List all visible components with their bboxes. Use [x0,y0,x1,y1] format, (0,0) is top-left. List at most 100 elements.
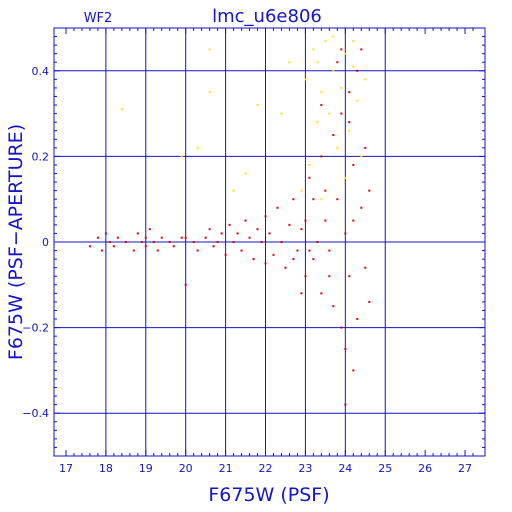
data-point [240,249,243,252]
data-point [160,236,163,239]
data-point [324,189,327,192]
data-point [196,146,199,149]
data-point [300,292,303,295]
x-tick-label: 25 [378,462,392,475]
data-point [328,112,331,115]
x-tick-label: 17 [59,462,73,475]
data-point [156,249,159,252]
x-tick-label: 24 [338,462,352,475]
data-point [320,104,323,107]
data-point [312,258,315,261]
data-point [328,275,331,278]
data-point [260,241,263,243]
data-point [132,249,135,252]
data-point [208,228,211,231]
data-point [288,223,291,226]
data-point [196,249,199,252]
data-point [256,104,259,107]
data-point [248,236,251,239]
data-point [308,249,311,252]
data-point [280,112,283,115]
data-point [236,232,239,235]
data-point [124,241,127,243]
data-point [184,236,187,239]
x-tick-label: 18 [99,462,113,475]
data-point [304,275,307,278]
data-point [208,91,211,94]
data-point [256,228,259,231]
y-tick-label: 0.2 [32,150,50,163]
data-point [152,241,155,243]
data-point [140,241,143,243]
data-point [320,292,323,295]
data-point [348,121,351,124]
data-point [320,91,323,94]
data-point [332,305,335,308]
data-point [100,249,103,252]
data-point [252,258,255,261]
data-point [360,48,363,51]
data-point [356,99,359,102]
data-point [360,206,363,209]
data-point [308,163,311,166]
x-tick-label: 23 [298,462,312,475]
data-point [352,65,355,68]
data-point [204,236,207,239]
y-tick-label: −0.4 [22,407,49,420]
data-point [348,129,351,132]
data-point [180,236,183,239]
data-point [352,39,355,42]
data-point [352,369,355,372]
x-axis-label: F675W (PSF) [208,484,329,506]
data-point [292,198,295,201]
data-point [336,146,339,149]
chart-title: lmc_u6e806 [212,6,322,27]
data-point [264,215,267,218]
data-point [344,348,347,350]
data-point [340,86,343,89]
data-point [312,48,315,51]
data-points [88,35,371,406]
data-point [228,223,231,226]
data-point [104,232,107,235]
data-point [352,163,355,166]
data-point [276,206,279,209]
tick-labels: 17 18 19 20 21 22 23 24 25 26 27 −0.4 −0.2 0 0.2 0.4 [22,65,472,475]
data-point [348,91,351,94]
data-point [300,189,303,192]
data-point [244,172,247,175]
y-tick-label: 0.4 [32,65,50,78]
data-point [296,249,299,252]
data-point [216,241,219,243]
data-point [336,198,339,201]
data-point [168,241,171,243]
data-point [264,262,267,265]
data-point [136,232,139,235]
data-point [316,61,319,64]
data-point [180,155,183,158]
data-point [364,78,367,81]
x-tick-label: 19 [139,462,153,475]
data-point [212,245,215,248]
data-point [300,228,303,231]
data-point [148,228,151,231]
data-point [244,219,247,222]
data-point [348,275,351,278]
data-point [356,69,359,72]
data-point [308,176,311,179]
data-point [292,258,295,261]
data-point [320,198,323,201]
x-tick-label: 27 [458,462,472,475]
data-point [284,266,287,269]
data-point [368,300,371,303]
data-point [220,232,223,235]
data-point [364,146,367,149]
data-point [332,35,335,38]
panel-label: WF2 [84,11,113,26]
data-point [288,61,291,64]
data-point [272,253,275,256]
data-point [344,232,347,235]
data-point [96,236,99,239]
y-tick-label: 0 [42,236,49,249]
